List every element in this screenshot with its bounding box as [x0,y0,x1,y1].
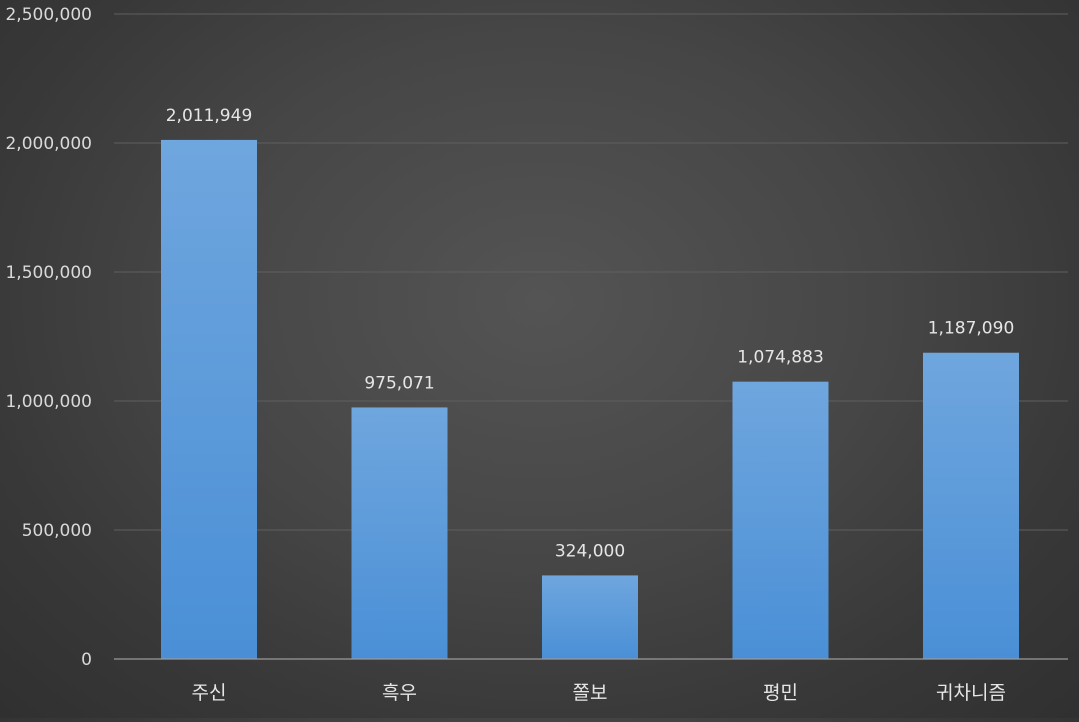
y-tick-label: 1,500,000 [5,263,92,283]
category-label: 평민 [763,682,798,704]
data-label: 1,187,090 [928,319,1015,339]
y-tick-label: 2,000,000 [5,134,92,154]
y-tick-label: 0 [81,650,92,670]
gridlines [114,13,1068,531]
bar [351,407,448,659]
x-axis-category-labels: 주신 흑우 쫄보 평민 귀차니즘 [192,682,1006,704]
y-tick-label: 2,500,000 [5,5,92,25]
y-tick-label: 500,000 [22,521,92,541]
data-label: 1,074,883 [737,348,824,368]
data-label: 324,000 [555,541,625,561]
bar [732,381,829,659]
data-label: 2,011,949 [166,106,253,126]
bar [542,575,638,659]
data-labels: 2,011,949 975,071 324,000 1,074,883 1,187,09… [166,106,1015,561]
data-label: 975,071 [364,373,434,393]
bars [161,139,1019,659]
category-label: 주신 [192,682,227,704]
bar [161,139,257,659]
bar [923,352,1019,659]
category-label: 쫄보 [573,682,608,704]
category-label: 흑우 [382,682,417,704]
category-label: 귀차니즘 [936,682,1006,704]
y-axis-tick-labels: 0 500,000 1,000,000 1,500,000 2,000,000 2,500… [5,5,92,670]
y-tick-label: 1,000,000 [5,392,92,412]
